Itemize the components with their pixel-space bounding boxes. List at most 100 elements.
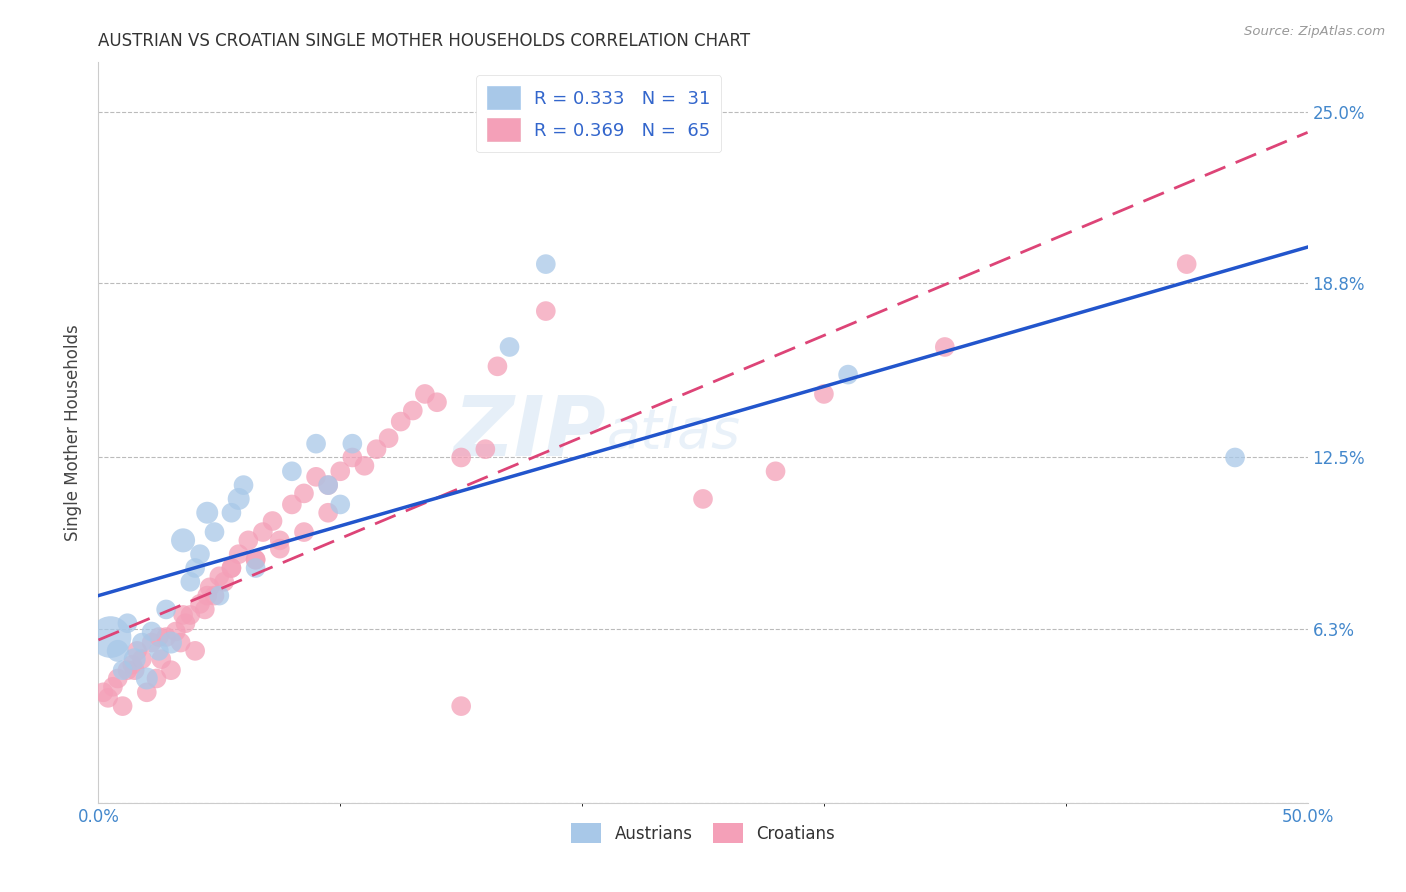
- Point: [160, 635, 183, 649]
- Y-axis label: Single Mother Households: Single Mother Households: [65, 325, 83, 541]
- Point: [111, 699, 134, 714]
- Point: [292, 486, 315, 500]
- Text: ZIP: ZIP: [454, 392, 606, 473]
- Legend: Austrians, Croatians: Austrians, Croatians: [565, 816, 841, 850]
- Point: [353, 458, 375, 473]
- Point: [305, 470, 328, 484]
- Point: [184, 644, 207, 658]
- Point: [131, 635, 153, 649]
- Point: [245, 552, 267, 566]
- Point: [141, 624, 163, 639]
- Point: [316, 478, 339, 492]
- Point: [221, 561, 243, 575]
- Point: [292, 524, 315, 539]
- Point: [97, 690, 120, 705]
- Point: [765, 464, 787, 478]
- Point: [329, 464, 352, 478]
- Point: [281, 464, 304, 478]
- Point: [245, 552, 267, 566]
- Point: [262, 514, 284, 528]
- Point: [377, 431, 399, 445]
- Point: [252, 524, 274, 539]
- Point: [232, 478, 254, 492]
- Point: [148, 630, 170, 644]
- Point: [172, 607, 194, 622]
- Point: [135, 672, 157, 686]
- Point: [107, 672, 129, 686]
- Point: [534, 304, 557, 318]
- Point: [934, 340, 956, 354]
- Point: [131, 652, 153, 666]
- Point: [238, 533, 260, 548]
- Point: [124, 663, 146, 677]
- Point: [305, 436, 328, 450]
- Text: AUSTRIAN VS CROATIAN SINGLE MOTHER HOUSEHOLDS CORRELATION CHART: AUSTRIAN VS CROATIAN SINGLE MOTHER HOUSE…: [98, 32, 751, 50]
- Point: [208, 589, 231, 603]
- Point: [486, 359, 509, 374]
- Point: [837, 368, 859, 382]
- Point: [269, 541, 291, 556]
- Point: [145, 672, 167, 686]
- Point: [148, 644, 170, 658]
- Point: [155, 602, 177, 616]
- Point: [498, 340, 520, 354]
- Point: [150, 652, 173, 666]
- Point: [329, 498, 352, 512]
- Point: [316, 506, 339, 520]
- Point: [198, 580, 221, 594]
- Point: [195, 589, 218, 603]
- Point: [188, 547, 211, 561]
- Point: [269, 533, 291, 548]
- Point: [208, 569, 231, 583]
- Point: [813, 387, 835, 401]
- Point: [534, 257, 557, 271]
- Point: [188, 597, 211, 611]
- Point: [342, 450, 364, 465]
- Point: [692, 491, 714, 506]
- Point: [212, 574, 235, 589]
- Point: [121, 657, 143, 672]
- Point: [165, 624, 187, 639]
- Point: [450, 450, 472, 465]
- Point: [204, 524, 226, 539]
- Point: [402, 403, 425, 417]
- Point: [179, 607, 201, 622]
- Point: [228, 547, 250, 561]
- Point: [117, 616, 139, 631]
- Point: [204, 589, 226, 603]
- Point: [155, 630, 177, 644]
- Point: [127, 644, 149, 658]
- Point: [316, 478, 339, 492]
- Point: [389, 415, 412, 429]
- Point: [413, 387, 436, 401]
- Point: [124, 652, 146, 666]
- Text: Source: ZipAtlas.com: Source: ZipAtlas.com: [1244, 25, 1385, 38]
- Point: [342, 436, 364, 450]
- Point: [281, 498, 304, 512]
- Point: [174, 616, 197, 631]
- Point: [179, 574, 201, 589]
- Point: [169, 635, 191, 649]
- Point: [474, 442, 496, 457]
- Point: [172, 533, 194, 548]
- Point: [221, 561, 243, 575]
- Point: [91, 685, 114, 699]
- Point: [195, 506, 218, 520]
- Text: atlas: atlas: [606, 406, 741, 459]
- Point: [426, 395, 449, 409]
- Point: [160, 663, 183, 677]
- Point: [117, 663, 139, 677]
- Point: [135, 685, 157, 699]
- Point: [450, 699, 472, 714]
- Point: [141, 635, 163, 649]
- Point: [100, 630, 122, 644]
- Point: [245, 561, 267, 575]
- Point: [194, 602, 217, 616]
- Point: [184, 561, 207, 575]
- Point: [107, 644, 129, 658]
- Point: [1223, 450, 1246, 465]
- Point: [221, 506, 243, 520]
- Point: [111, 663, 134, 677]
- Point: [228, 491, 250, 506]
- Point: [366, 442, 388, 457]
